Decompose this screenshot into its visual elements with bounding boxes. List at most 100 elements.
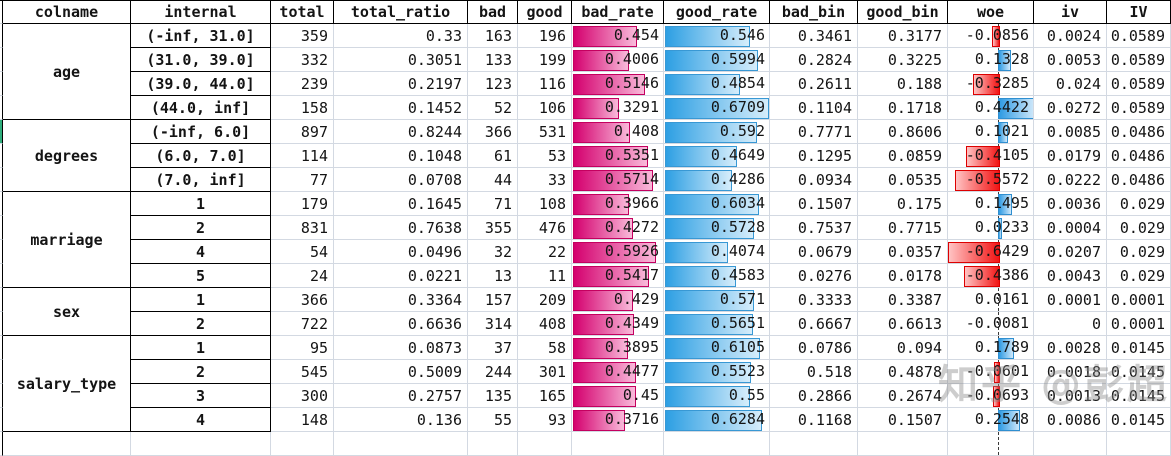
cell-good[interactable]: 196 bbox=[518, 24, 572, 48]
cell-good_bin[interactable]: 0.3225 bbox=[858, 48, 948, 72]
cell-bad[interactable]: 55 bbox=[468, 408, 518, 432]
cell-total_ratio[interactable]: 0.0221 bbox=[334, 264, 468, 288]
bin-interval-cell[interactable]: (39.0, 44.0] bbox=[131, 72, 271, 96]
cell-woe[interactable]: -0.0693 bbox=[948, 384, 1034, 408]
feature-name-cell[interactable]: sex bbox=[3, 288, 131, 336]
cell-total_ratio[interactable]: 0.6636 bbox=[334, 312, 468, 336]
cell-total[interactable]: 114 bbox=[271, 144, 334, 168]
cell-woe[interactable]: 0.1789 bbox=[948, 336, 1034, 360]
cell-good[interactable]: 165 bbox=[518, 384, 572, 408]
cell-good_rate[interactable]: 0.5651 bbox=[664, 312, 770, 336]
cell-iv[interactable]: 0.0207 bbox=[1034, 240, 1107, 264]
cell-total_ratio[interactable]: 0.1048 bbox=[334, 144, 468, 168]
feature-name-cell[interactable]: degrees bbox=[3, 120, 131, 192]
column-header-bad_bin[interactable]: bad_bin bbox=[770, 1, 858, 24]
cell-bad_rate[interactable]: 0.5146 bbox=[572, 72, 664, 96]
cell-bad[interactable]: 13 bbox=[468, 264, 518, 288]
cell-bad_rate[interactable]: 0.3966 bbox=[572, 192, 664, 216]
cell-bad[interactable]: 355 bbox=[468, 216, 518, 240]
cell-good_rate[interactable]: 0.6284 bbox=[664, 408, 770, 432]
cell-good_rate[interactable]: 0.4074 bbox=[664, 240, 770, 264]
cell-iv[interactable]: 0.0028 bbox=[1034, 336, 1107, 360]
cell-iv[interactable]: 0.0086 bbox=[1034, 408, 1107, 432]
cell-woe[interactable]: -0.5572 bbox=[948, 168, 1034, 192]
cell-IV[interactable]: 0.029 bbox=[1107, 264, 1171, 288]
cell-bad[interactable]: 61 bbox=[468, 144, 518, 168]
cell-bad_rate[interactable]: 0.408 bbox=[572, 120, 664, 144]
cell-bad[interactable]: 123 bbox=[468, 72, 518, 96]
cell-good[interactable]: 209 bbox=[518, 288, 572, 312]
bin-interval-cell[interactable]: (44.0, inf] bbox=[131, 96, 271, 120]
cell-total_ratio[interactable]: 0.3051 bbox=[334, 48, 468, 72]
cell-good_rate[interactable]: 0.4583 bbox=[664, 264, 770, 288]
cell-bad_rate[interactable]: 0.454 bbox=[572, 24, 664, 48]
cell-IV[interactable]: 0.029 bbox=[1107, 240, 1171, 264]
cell-total_ratio[interactable]: 0.7638 bbox=[334, 216, 468, 240]
cell-bad_bin[interactable]: 0.6667 bbox=[770, 312, 858, 336]
cell-good_bin[interactable]: 0.0535 bbox=[858, 168, 948, 192]
column-header-bad[interactable]: bad bbox=[468, 1, 518, 24]
cell-total[interactable]: 897 bbox=[271, 120, 334, 144]
cell-good_rate[interactable]: 0.4649 bbox=[664, 144, 770, 168]
cell-bad_bin[interactable]: 0.3333 bbox=[770, 288, 858, 312]
cell-IV[interactable]: 0.0001 bbox=[1107, 288, 1171, 312]
cell-good_rate[interactable]: 0.5994 bbox=[664, 48, 770, 72]
cell-IV[interactable]: 0.0145 bbox=[1107, 384, 1171, 408]
cell-IV[interactable]: 0.0486 bbox=[1107, 144, 1171, 168]
cell-good[interactable]: 58 bbox=[518, 336, 572, 360]
cell-total_ratio[interactable]: 0.1645 bbox=[334, 192, 468, 216]
cell-total_ratio[interactable]: 0.0496 bbox=[334, 240, 468, 264]
cell-bad_bin[interactable]: 0.1104 bbox=[770, 96, 858, 120]
cell-bad_rate[interactable]: 0.3291 bbox=[572, 96, 664, 120]
bin-interval-cell[interactable]: (-inf, 6.0] bbox=[131, 120, 271, 144]
cell-total[interactable]: 95 bbox=[271, 336, 334, 360]
cell-iv[interactable]: 0.0013 bbox=[1034, 384, 1107, 408]
cell-total[interactable]: 831 bbox=[271, 216, 334, 240]
cell-total_ratio[interactable]: 0.33 bbox=[334, 24, 468, 48]
cell-good[interactable]: 408 bbox=[518, 312, 572, 336]
cell-bad_bin[interactable]: 0.0276 bbox=[770, 264, 858, 288]
cell-IV[interactable]: 0.029 bbox=[1107, 216, 1171, 240]
cell-woe[interactable]: 0.0161 bbox=[948, 288, 1034, 312]
cell-good_bin[interactable]: 0.0178 bbox=[858, 264, 948, 288]
cell-total[interactable]: 77 bbox=[271, 168, 334, 192]
cell-bad_rate[interactable]: 0.3716 bbox=[572, 408, 664, 432]
column-header-internal[interactable]: internal bbox=[131, 1, 271, 24]
cell-bad_bin[interactable]: 0.3461 bbox=[770, 24, 858, 48]
cell-total[interactable]: 366 bbox=[271, 288, 334, 312]
cell-good_bin[interactable]: 0.1507 bbox=[858, 408, 948, 432]
cell-bad_bin[interactable]: 0.0934 bbox=[770, 168, 858, 192]
cell-total[interactable]: 179 bbox=[271, 192, 334, 216]
cell-good_bin[interactable]: 0.175 bbox=[858, 192, 948, 216]
bin-interval-cell[interactable]: (7.0, inf] bbox=[131, 168, 271, 192]
feature-name-cell[interactable]: age bbox=[3, 24, 131, 120]
cell-IV[interactable]: 0.029 bbox=[1107, 192, 1171, 216]
cell-woe[interactable]: -0.6429 bbox=[948, 240, 1034, 264]
cell-bad_rate[interactable]: 0.3895 bbox=[572, 336, 664, 360]
cell-good_rate[interactable]: 0.6105 bbox=[664, 336, 770, 360]
column-header-IV[interactable]: IV bbox=[1107, 1, 1171, 24]
cell-total[interactable]: 239 bbox=[271, 72, 334, 96]
cell-bad_bin[interactable]: 0.518 bbox=[770, 360, 858, 384]
cell-bad[interactable]: 244 bbox=[468, 360, 518, 384]
cell-IV[interactable]: 0.0589 bbox=[1107, 96, 1171, 120]
cell-woe[interactable]: 0.4422 bbox=[948, 96, 1034, 120]
cell-good_rate[interactable]: 0.55 bbox=[664, 384, 770, 408]
cell-bad_rate[interactable]: 0.5351 bbox=[572, 144, 664, 168]
cell-good_bin[interactable]: 0.0859 bbox=[858, 144, 948, 168]
bin-interval-cell[interactable]: 1 bbox=[131, 288, 271, 312]
cell-bad_bin[interactable]: 0.2866 bbox=[770, 384, 858, 408]
cell-total_ratio[interactable]: 0.2197 bbox=[334, 72, 468, 96]
cell-good[interactable]: 53 bbox=[518, 144, 572, 168]
cell-IV[interactable]: 0.0145 bbox=[1107, 336, 1171, 360]
cell-woe[interactable]: 0.1328 bbox=[948, 48, 1034, 72]
cell-iv[interactable]: 0 bbox=[1034, 312, 1107, 336]
cell-bad_bin[interactable]: 0.7537 bbox=[770, 216, 858, 240]
cell-good[interactable]: 106 bbox=[518, 96, 572, 120]
cell-good_rate[interactable]: 0.571 bbox=[664, 288, 770, 312]
cell-iv[interactable]: 0.0001 bbox=[1034, 288, 1107, 312]
bin-interval-cell[interactable]: 1 bbox=[131, 336, 271, 360]
cell-bad_bin[interactable]: 0.0679 bbox=[770, 240, 858, 264]
cell-good_bin[interactable]: 0.3387 bbox=[858, 288, 948, 312]
cell-good[interactable]: 199 bbox=[518, 48, 572, 72]
